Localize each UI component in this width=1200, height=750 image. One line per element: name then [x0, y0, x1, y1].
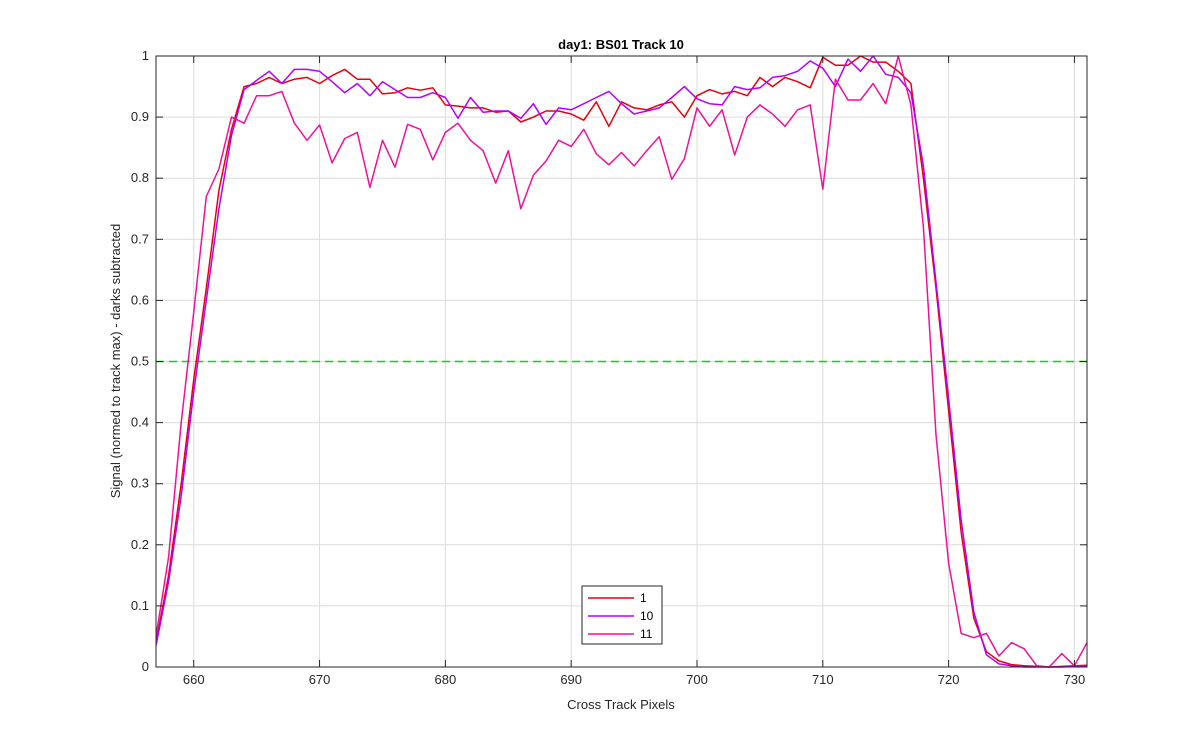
- y-tick-label: 1: [142, 48, 149, 63]
- y-tick-label: 0.1: [131, 598, 149, 613]
- legend-label-10: 10: [640, 609, 654, 623]
- x-tick-label: 700: [686, 672, 708, 687]
- series-group: [156, 55, 1087, 668]
- chart-title: day1: BS01 Track 10: [558, 37, 684, 52]
- y-axis-label: Signal (normed to track max) - darks sub…: [108, 224, 123, 499]
- legend: 1 10 11: [581, 585, 663, 645]
- series-line-1: [156, 55, 1087, 668]
- x-tick-label: 690: [560, 672, 582, 687]
- x-tick-label: 680: [435, 672, 457, 687]
- y-tick-label: 0.8: [131, 170, 149, 185]
- x-tick-label: 660: [183, 672, 205, 687]
- legend-label-11: 11: [640, 627, 653, 641]
- y-tick-label: 0.2: [131, 537, 149, 552]
- x-tick-label: 710: [812, 672, 834, 687]
- y-tick-label: 0.4: [131, 415, 149, 430]
- y-tick-label: 0.5: [131, 354, 149, 369]
- y-tick-label: 0.7: [131, 231, 149, 246]
- y-tick-label: 0: [142, 659, 149, 674]
- x-tick-label: 670: [309, 672, 331, 687]
- axis-ticks: 660 670 680 690 700 710 720 730 0 0.1 0.2 0.3 0.4 0.5…: [131, 48, 1087, 687]
- x-tick-label: 720: [938, 672, 960, 687]
- series-line-10: [156, 55, 1087, 668]
- y-tick-label: 0.3: [131, 476, 149, 491]
- x-tick-label: 730: [1064, 672, 1086, 687]
- legend-label-1: 1: [640, 591, 647, 605]
- y-tick-label: 0.9: [131, 109, 149, 124]
- y-tick-label: 0.6: [131, 292, 149, 307]
- x-axis-label: Cross Track Pixels: [567, 697, 675, 712]
- series-line-11: [156, 55, 1087, 668]
